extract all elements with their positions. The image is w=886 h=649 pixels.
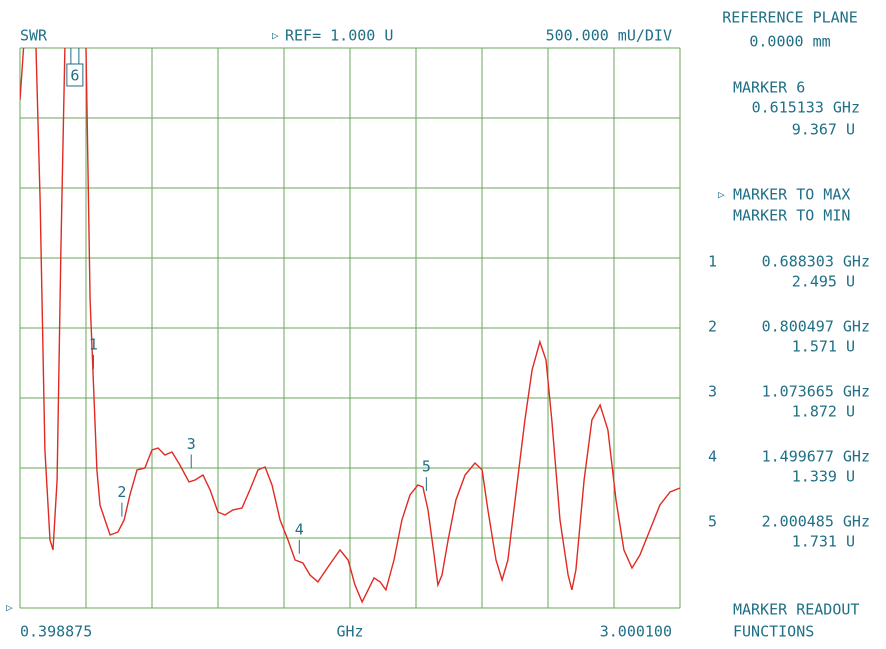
active-marker: MARKER 6 bbox=[733, 79, 805, 97]
readout-number: 5 bbox=[708, 513, 717, 531]
softkey[interactable]: MARKER TO MIN bbox=[733, 207, 850, 225]
active-marker-freq: 0.615133 GHz bbox=[752, 99, 860, 117]
readout-value: 1.571 U bbox=[792, 338, 855, 356]
ref-pointer: ▷ bbox=[6, 601, 13, 614]
softkey[interactable]: MARKER READOUT bbox=[733, 601, 859, 619]
trace bbox=[20, 48, 680, 604]
readout-number: 2 bbox=[708, 318, 717, 336]
reference-value: 0.0000 mm bbox=[749, 33, 830, 51]
scale: 500.000 mU/DIV bbox=[546, 27, 672, 45]
marker-label: 6 bbox=[70, 67, 79, 85]
readout-value: 1.872 U bbox=[792, 403, 855, 421]
marker-label: 1 bbox=[89, 335, 98, 353]
readout-freq: 0.800497 GHz bbox=[762, 318, 870, 336]
readout-freq: 0.688303 GHz bbox=[762, 253, 870, 271]
x-stop: 3.000100 bbox=[600, 623, 672, 641]
reference-plane: REFERENCE PLANE bbox=[722, 9, 857, 27]
marker-label: 4 bbox=[295, 520, 304, 538]
marker-label: 2 bbox=[117, 483, 126, 501]
ref-triangle: ▷ bbox=[272, 29, 279, 42]
x-label: GHz bbox=[336, 623, 363, 641]
readout-value: 2.495 U bbox=[792, 273, 855, 291]
marker-label: 3 bbox=[187, 435, 196, 453]
readout-number: 4 bbox=[708, 448, 717, 466]
readout-number: 1 bbox=[708, 253, 717, 271]
readout-freq: 2.000485 GHz bbox=[762, 513, 870, 531]
plot-area bbox=[20, 48, 680, 604]
readout-value: 1.339 U bbox=[792, 468, 855, 486]
active-marker-value: 9.367 U bbox=[792, 121, 855, 139]
marker-label: 5 bbox=[422, 458, 431, 476]
softkey-pointer: ▷ bbox=[718, 188, 725, 201]
readout-freq: 1.499677 GHz bbox=[762, 448, 870, 466]
softkey[interactable]: FUNCTIONS bbox=[733, 623, 814, 641]
ref-level: REF= 1.000 U bbox=[285, 27, 393, 45]
softkey[interactable]: MARKER TO MAX bbox=[733, 186, 850, 204]
marker-box bbox=[66, 63, 84, 87]
x-start: 0.398875 bbox=[20, 623, 92, 641]
readout-freq: 1.073665 GHz bbox=[762, 383, 870, 401]
y-label: SWR bbox=[20, 27, 48, 45]
readout-value: 1.731 U bbox=[792, 533, 855, 551]
readout-number: 3 bbox=[708, 383, 717, 401]
